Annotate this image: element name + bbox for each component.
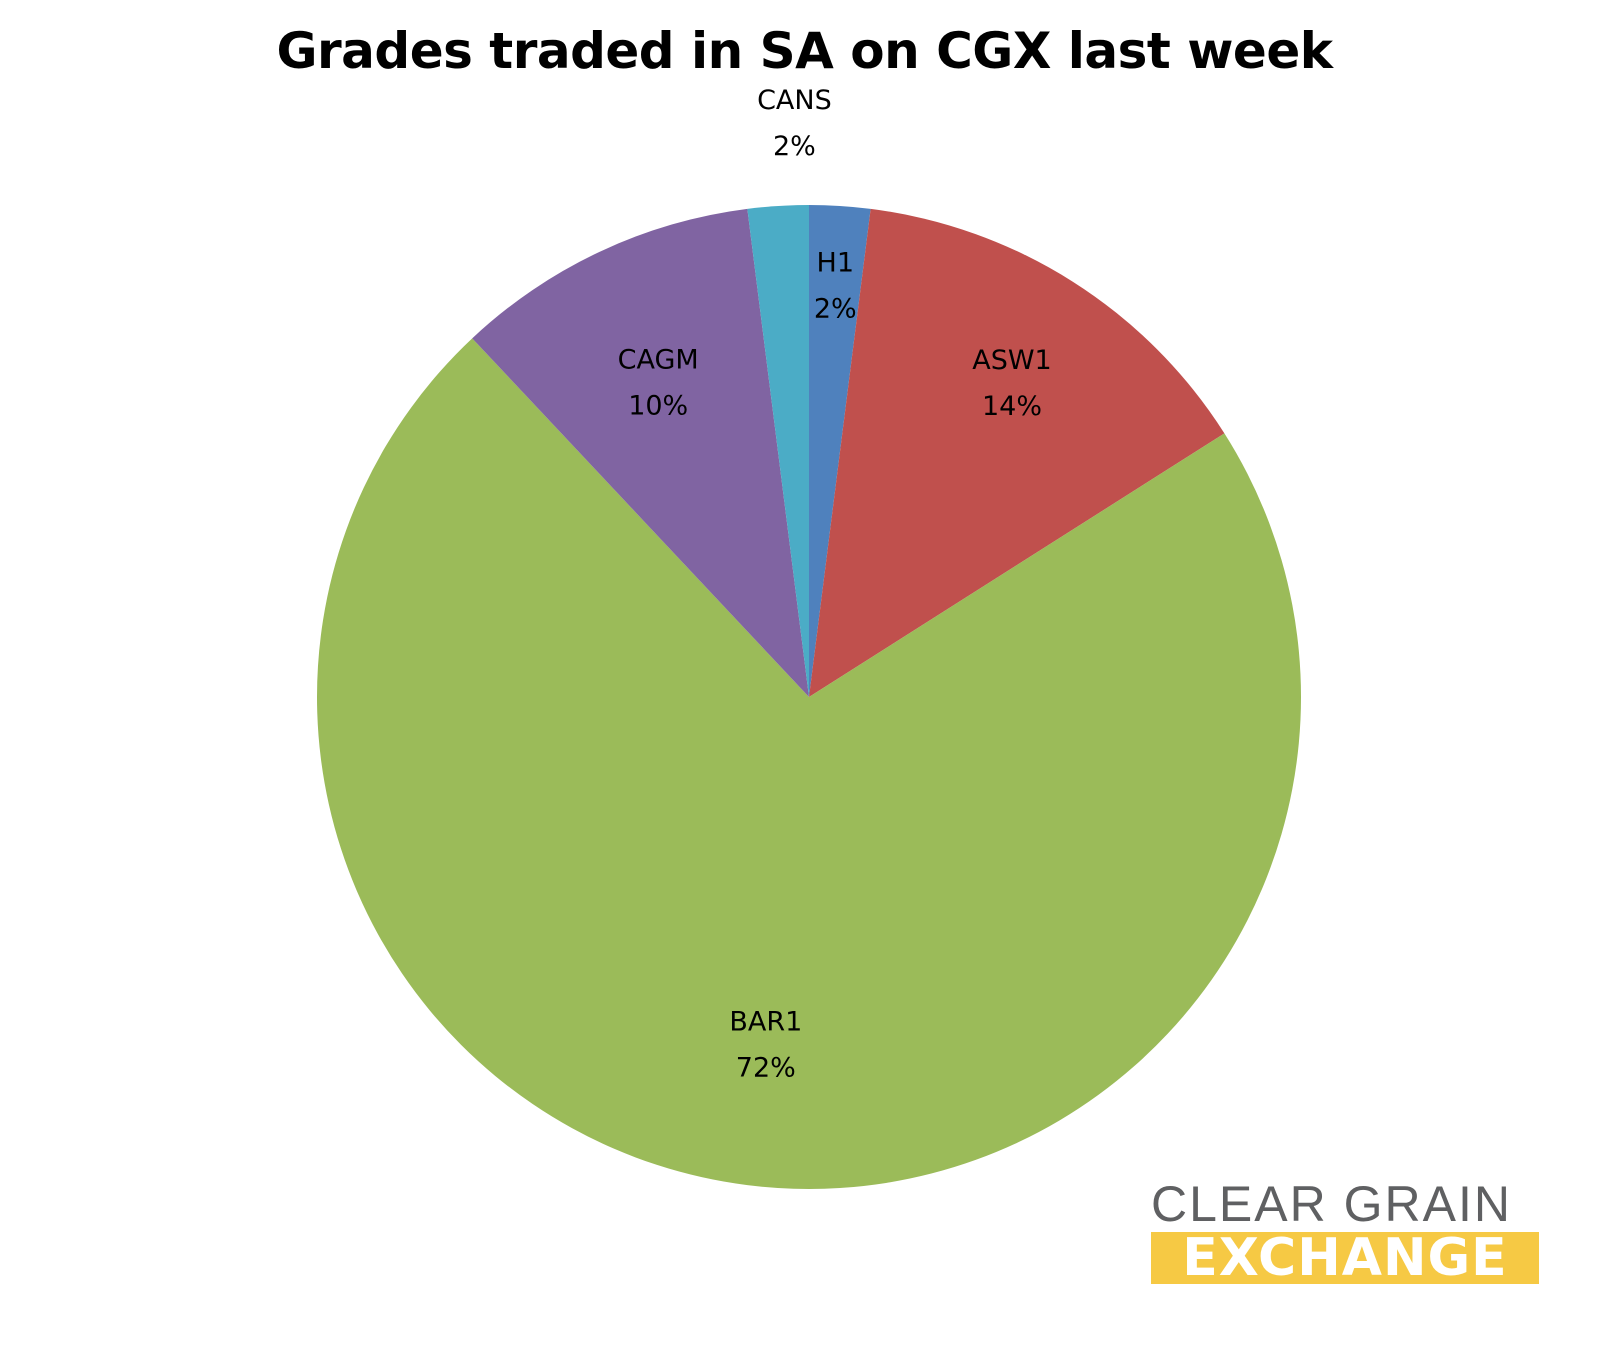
slice-label-asw1: ASW1 — [972, 345, 1051, 376]
pie-slices — [317, 205, 1302, 1189]
slice-label-cans: CANS — [757, 85, 832, 116]
slice-label-cagm: CAGM — [618, 345, 699, 376]
chart-title: Grades traded in SA on CGX last week — [276, 22, 1333, 80]
pie-slice-bar1 — [317, 338, 1302, 1189]
pie-slice-cagm — [472, 208, 809, 697]
slice-percent-asw1: 14% — [982, 391, 1042, 422]
slice-label-h1: H1 — [817, 248, 854, 279]
pie-slice-cans — [747, 205, 809, 697]
logo-line-clear-grain: CLEAR GRAIN — [1151, 1176, 1512, 1232]
slice-percent-bar1: 72% — [736, 1053, 796, 1084]
logo-line-exchange: EXCHANGE — [1151, 1232, 1539, 1284]
clear-grain-exchange-logo: CLEAR GRAIN EXCHANGE — [1151, 1178, 1541, 1284]
slice-percent-cans: 2% — [773, 131, 816, 162]
slice-label-bar1: BAR1 — [729, 1007, 802, 1038]
slice-percent-cagm: 10% — [628, 391, 688, 422]
pie-slice-h1 — [809, 205, 871, 697]
pie-slice-asw1 — [809, 208, 1225, 697]
pie-labels: H1 2% ASW1 14% BAR1 72% CAGM 10% CANS 2% — [618, 85, 1052, 1084]
slice-percent-h1: 2% — [814, 294, 857, 325]
